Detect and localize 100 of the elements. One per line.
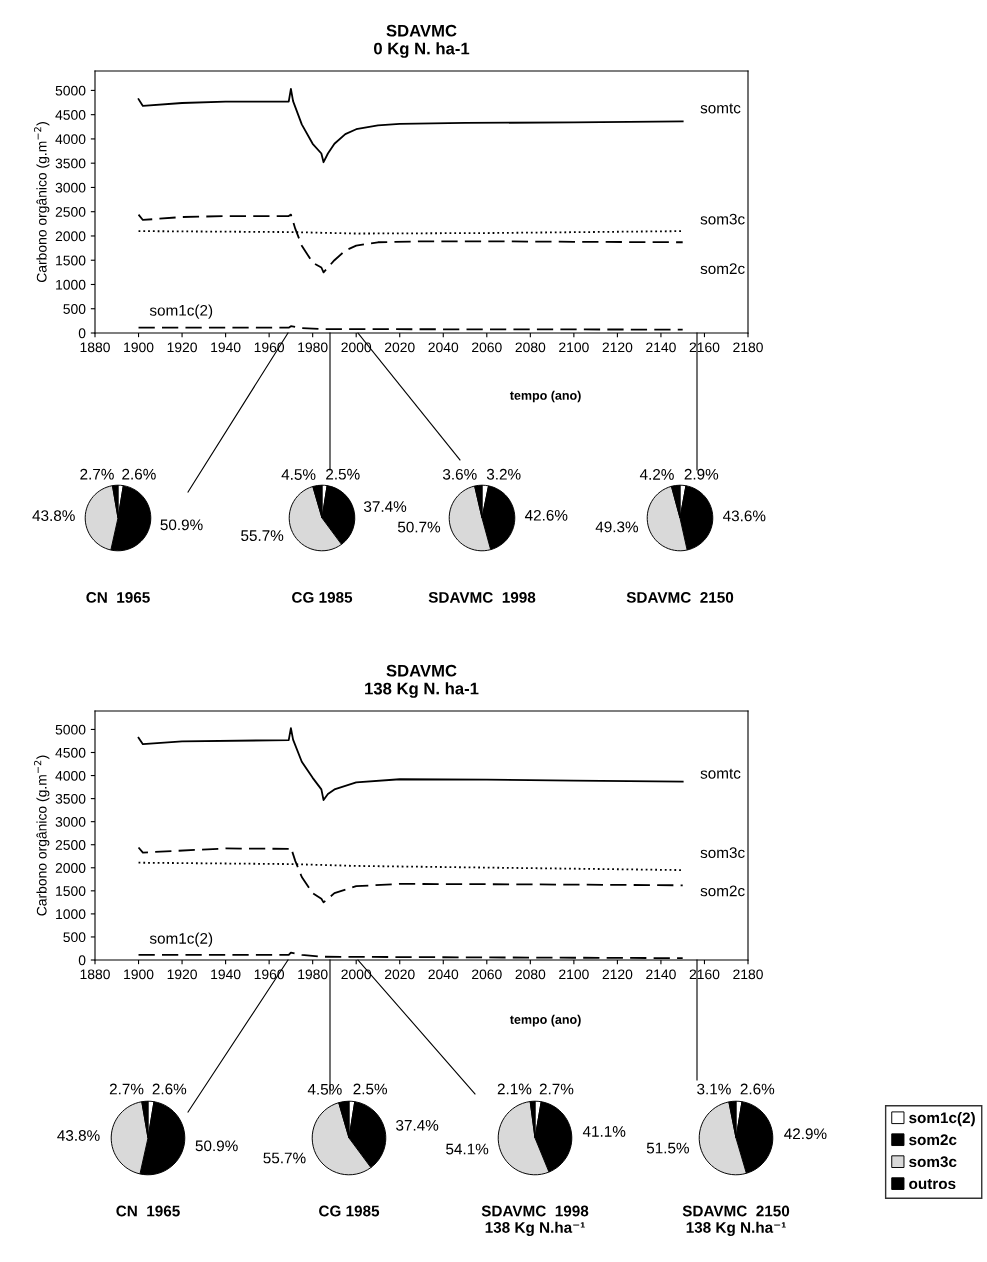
x-tick-label: 2140: [646, 342, 676, 353]
x-tick-label: 2000: [341, 969, 372, 980]
text: SDAVMC 1998: [428, 592, 536, 603]
data-label: 4.5%: [281, 469, 316, 480]
x-tick-label: 2060: [472, 969, 502, 980]
x-tick-label: 2120: [602, 969, 633, 980]
data-label: 2.6%: [152, 1083, 187, 1095]
data-label: 43.6%: [722, 510, 766, 522]
data-label: 50.9%: [160, 519, 203, 531]
data-label: 2.7%: [109, 1083, 144, 1095]
y-tick-label: 2000: [55, 863, 86, 873]
x-tick-label: 1980: [298, 342, 328, 353]
chart-title: SDAVMC 138 Kg N. ha-1: [365, 664, 479, 698]
text: CG 1985: [319, 1205, 380, 1217]
legend-label: outros: [909, 1178, 956, 1190]
data-label: 4.2%: [639, 469, 674, 480]
x-tick-label: 2100: [559, 969, 589, 980]
data-label: 37.4%: [364, 501, 407, 512]
x-tick-label: 2040: [428, 342, 459, 353]
data-label: 2.7%: [539, 1083, 574, 1095]
y-tick-label: 3000: [55, 182, 86, 193]
data-label: 50.7%: [397, 521, 441, 533]
x-tick-label: 1880: [80, 342, 110, 353]
data-label: 3.2%: [486, 468, 521, 480]
data-label: 2.5%: [353, 1083, 388, 1095]
y-tick-label: 1000: [56, 909, 86, 920]
data-label: 2.7%: [80, 468, 114, 480]
y-tick-label: 500: [63, 932, 86, 943]
data-label: 2.9%: [684, 468, 719, 480]
y-tick-label: 0: [78, 328, 86, 339]
series-label: som3c: [700, 847, 745, 859]
data-label: 42.6%: [524, 509, 568, 521]
y-tick-label: 4000: [55, 770, 86, 781]
x-tick-label: 2000: [341, 342, 372, 353]
data-label: 43.8%: [57, 1130, 100, 1141]
x-tick-label: 2080: [515, 342, 546, 353]
series-label: somtc: [700, 103, 741, 114]
data-label: 41.1%: [582, 1126, 626, 1137]
series-label: somtc: [700, 768, 741, 779]
text: SDAVMC 2150: [626, 592, 734, 603]
y-tick-label: 4500: [55, 110, 86, 120]
data-label: 2.6%: [122, 468, 156, 480]
x-tick-label: 2040: [428, 969, 459, 980]
x-tick-label: 2120: [602, 342, 633, 353]
data-label: 54.1%: [446, 1143, 489, 1155]
data-label: 55.7%: [241, 530, 284, 542]
y-tick-label: 4000: [55, 134, 86, 145]
x-tick-label: 1880: [80, 969, 110, 980]
data-label: 49.3%: [595, 521, 639, 533]
data-label: 42.9%: [784, 1128, 827, 1140]
legend-label: som2c: [909, 1134, 957, 1146]
data-label: 3.1%: [697, 1083, 731, 1095]
x-tick-label: 1920: [167, 969, 197, 980]
data-label: 2.6%: [740, 1083, 775, 1095]
data-label: 51.5%: [646, 1142, 689, 1154]
y-tick-label: 1500: [56, 255, 86, 266]
x-tick-label: 1940: [211, 342, 241, 353]
text: SDAVMC 2150 138 Kg N.ha⁻¹: [682, 1205, 790, 1236]
legend-label: som3c: [909, 1156, 957, 1168]
text: CG 1985: [292, 592, 353, 603]
x-tick-label: 2060: [472, 342, 502, 353]
x-tick-label: 2180: [733, 342, 763, 353]
x-tick-label: 1900: [124, 342, 154, 353]
y-tick-label: 5000: [55, 724, 86, 735]
series-label: som1c(2): [149, 932, 213, 947]
x-tick-label: 1900: [124, 969, 154, 980]
y-tick-label: 2500: [55, 840, 86, 850]
data-label: 37.4%: [396, 1119, 439, 1131]
x-axis-title: tempo (ano): [509, 390, 581, 403]
y-tick-label: 3000: [55, 817, 86, 827]
x-tick-label: 1920: [167, 342, 197, 353]
x-tick-label: 2080: [515, 969, 546, 980]
y-tick-label: 5000: [55, 85, 86, 96]
y-axis-title: Carbono orgânico (g.m$^{−2}$): [33, 755, 50, 916]
x-tick-label: 2140: [646, 969, 676, 980]
y-axis-title: Carbono orgânico (g.m$^{−2}$): [33, 122, 50, 283]
x-tick-label: 2180: [733, 969, 763, 980]
x-tick-label: 1940: [211, 969, 241, 980]
x-tick-label: 2020: [384, 342, 415, 353]
data-label: 2.5%: [326, 468, 360, 480]
text: CN 1965: [116, 1205, 180, 1217]
data-label: 2.1%: [497, 1083, 532, 1095]
y-tick-label: 2000: [55, 231, 86, 242]
data-label: 3.6%: [442, 468, 477, 480]
text: CN 1965: [86, 592, 150, 603]
y-tick-label: 3500: [55, 793, 86, 804]
y-tick-label: 1000: [56, 279, 86, 290]
y-tick-label: 1500: [56, 886, 86, 896]
x-tick-label: 2100: [559, 342, 589, 353]
data-label: 43.8%: [32, 510, 75, 522]
y-tick-label: 4500: [55, 747, 86, 758]
series-label: som1c(2): [149, 304, 213, 319]
data-label: 55.7%: [263, 1152, 306, 1164]
x-tick-label: 1980: [298, 969, 328, 980]
chart-title: SDAVMC 0 Kg N. ha-1: [374, 24, 470, 58]
x-tick-label: 2020: [384, 969, 415, 980]
y-tick-label: 3500: [55, 158, 86, 169]
y-tick-label: 0: [78, 955, 86, 966]
y-tick-label: 500: [63, 304, 86, 314]
y-tick-label: 2500: [55, 207, 86, 217]
